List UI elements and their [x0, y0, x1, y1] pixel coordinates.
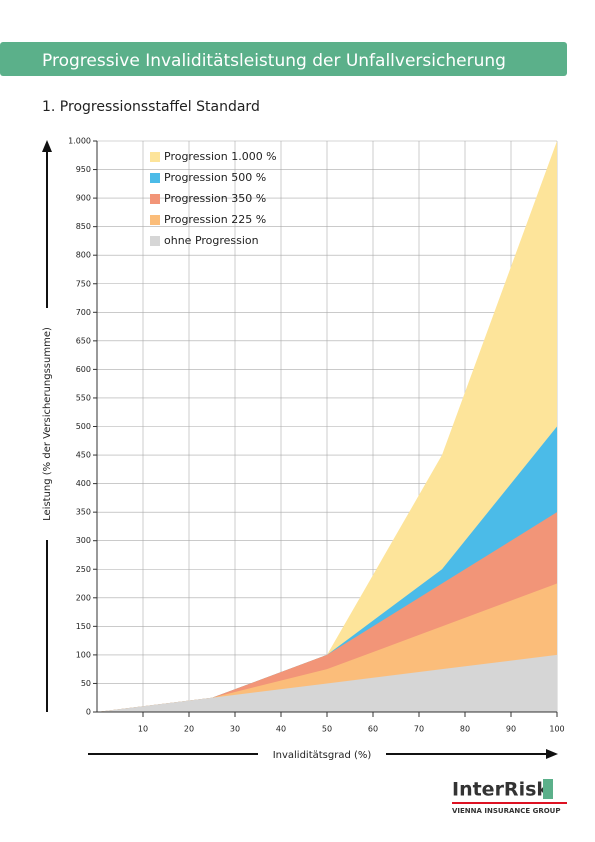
y-tick-label: 900 — [76, 194, 91, 203]
x-tick-label: 80 — [460, 725, 470, 734]
y-tick-label: 450 — [76, 451, 91, 460]
legend-swatch — [150, 236, 160, 246]
legend-swatch — [150, 215, 160, 225]
areas — [97, 141, 557, 712]
y-tick-label: 200 — [76, 593, 91, 602]
y-tick-label: 150 — [76, 622, 91, 631]
y-tick-label: 400 — [76, 479, 91, 488]
legend-swatch — [150, 173, 160, 183]
y-tick-label: 50 — [81, 679, 91, 688]
x-tick-label: 20 — [184, 725, 194, 734]
x-tick-label: 30 — [230, 725, 240, 734]
y-tick-label: 0 — [86, 708, 91, 717]
y-axis-label: Leistung (% der Versicherungssumme) — [42, 327, 53, 521]
x-tick-label: 50 — [322, 725, 332, 734]
legend-label: Progression 350 % — [164, 192, 266, 205]
chart-subtitle: 1. Progressionsstaffel Standard — [42, 99, 260, 115]
logo-rule — [452, 802, 567, 804]
x-axis-label: Invaliditätsgrad (%) — [273, 750, 372, 761]
y-tick-label: 250 — [76, 565, 91, 574]
header-bar — [0, 42, 567, 76]
logo-group: VIENNA INSURANCE GROUP — [452, 807, 561, 815]
legend-label: Progression 500 % — [164, 171, 266, 184]
y-tick-label: 800 — [76, 251, 91, 260]
chart-title: Progressive Invaliditätsleistung der Unf… — [42, 51, 506, 71]
legend-label: Progression 1.000 % — [164, 150, 277, 163]
x-tick-label: 40 — [276, 725, 286, 734]
legend-label: Progression 225 % — [164, 213, 266, 226]
legend: Progression 1.000 % Progression 500 % Prog… — [150, 150, 277, 247]
logo-icon — [543, 779, 553, 799]
area — [97, 654, 557, 712]
y-tick-label: 850 — [76, 222, 91, 231]
legend-swatch — [150, 194, 160, 204]
y-tick-label: 600 — [76, 365, 91, 374]
y-tick-label: 500 — [76, 422, 91, 431]
y-tick-label: 650 — [76, 336, 91, 345]
y-tick-label: 1.000 — [68, 137, 91, 146]
x-tick-label: 70 — [414, 725, 424, 734]
logo-brand: InterRisk — [452, 779, 549, 801]
x-tick-label: 10 — [138, 725, 148, 734]
y-tick-label: 100 — [76, 650, 91, 659]
y-tick-label: 550 — [76, 393, 91, 402]
y-tick-label: 950 — [76, 165, 91, 174]
y-tick-label: 300 — [76, 536, 91, 545]
legend-label: ohne Progression — [164, 234, 259, 247]
x-arrow — [88, 749, 558, 759]
legend-swatch — [150, 152, 160, 162]
y-tick-label: 750 — [76, 279, 91, 288]
y-arrow — [42, 140, 52, 712]
x-tick-label: 60 — [368, 725, 378, 734]
y-tick-label: 700 — [76, 308, 91, 317]
y-tick-label: 350 — [76, 508, 91, 517]
axes: 0 50 100 150 200 250 300 350 400 450 500 550 600 650 7… — [68, 137, 565, 734]
x-tick-label: 100 — [549, 725, 564, 734]
x-tick-label: 90 — [506, 725, 516, 734]
